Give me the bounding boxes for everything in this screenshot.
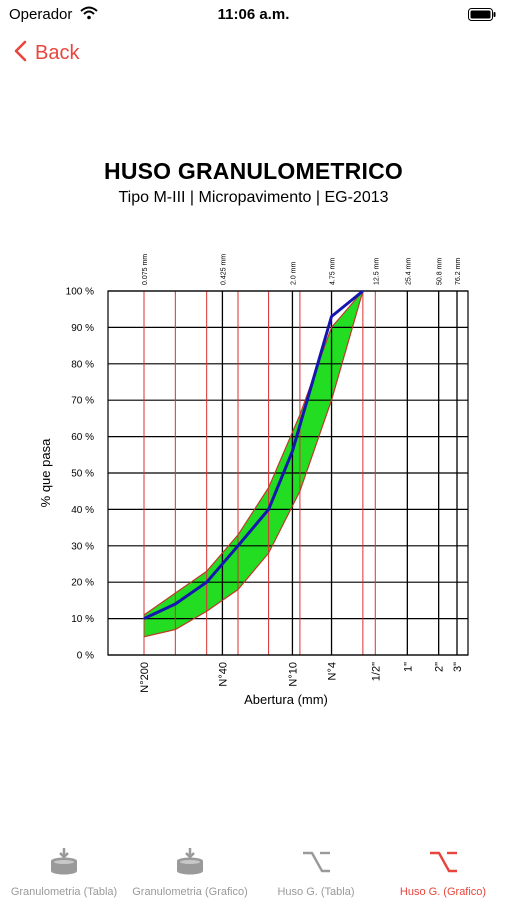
y-tick-label: 80 % [71, 359, 94, 370]
upper-limit-line [143, 290, 364, 616]
bottom-sieve-label: 1" [402, 662, 414, 672]
top-sieve-label: 0.075 mm [142, 254, 149, 285]
tab-label: Granulometria (Grafico) [132, 886, 248, 898]
gradation-chart: 0 % 10 % 20 % 30 % 40 % 50 % 60 % 70 % 80 % 90 % 1… [38, 254, 469, 707]
sieve-stack-icon [128, 846, 252, 883]
bottom-sieve-label: N°200 [139, 662, 151, 693]
top-sieve-label: 0.425 mm [220, 254, 227, 285]
y-axis-title: % que pasa [38, 438, 53, 507]
plot-frame [107, 290, 469, 656]
carrier-name: Operador [9, 6, 73, 23]
tab-granulometria-grafico[interactable]: Granulometria (Grafico) [128, 846, 252, 898]
chevron-left-icon [14, 40, 27, 67]
top-sieve-label: 50.8 mm [437, 258, 444, 285]
back-button[interactable]: Back [14, 38, 79, 68]
lower-limit-line [143, 290, 364, 638]
bottom-sieve-label: 3" [452, 662, 464, 672]
tab-label: Granulometria (Tabla) [10, 886, 118, 898]
y-tick-label: 40 % [71, 505, 94, 516]
y-tick-label: 100 % [66, 287, 94, 298]
status-bar: Operador 11:06 a.m. [0, 0, 507, 28]
top-sieve-label: 4.75 mm [330, 258, 337, 285]
top-sieve-label: 12.5 mm [373, 258, 380, 285]
gradation-curve-line [143, 289, 364, 620]
battery-icon [468, 8, 496, 26]
bottom-sieve-label: N°4 [327, 662, 339, 680]
tab-label: Huso G. (Tabla) [277, 886, 355, 898]
y-tick-label: 0 % [77, 651, 94, 662]
bottom-sieve-label: N°40 [217, 662, 229, 687]
x-axis-title: Abertura (mm) [244, 692, 328, 707]
top-sieve-label: 25.4 mm [405, 258, 412, 285]
bottom-sieve-label: 2" [434, 662, 446, 672]
sieve-stack-icon [0, 846, 128, 883]
back-button-label: Back [35, 41, 80, 64]
tab-granulometria-tabla[interactable]: Granulometria (Tabla) [0, 846, 128, 898]
curve-step-icon [258, 846, 374, 883]
bottom-sieve-label: N°10 [287, 662, 299, 687]
y-tick-label: 30 % [71, 541, 94, 552]
status-time: 11:06 a.m. [217, 6, 290, 23]
top-sieve-label: 76.2 mm [455, 258, 462, 285]
y-tick-label: 90 % [71, 323, 94, 334]
y-tick-label: 60 % [71, 432, 94, 443]
tab-huso-grafico[interactable]: Huso G. (Grafico) [380, 846, 506, 898]
y-tick-label: 50 % [71, 469, 94, 480]
wifi-icon [80, 6, 98, 25]
bottom-sieve-label: 1/2" [370, 662, 382, 681]
y-tick-label: 10 % [71, 614, 94, 625]
tab-label: Huso G. (Grafico) [399, 886, 487, 898]
top-sieve-label: 2.0 mm [290, 261, 297, 285]
page-subtitle: Tipo M-III | Micropavimento | EG-2013 [118, 189, 389, 206]
page-title: HUSO GRANULOMETRICO [104, 158, 403, 184]
gradation-band [144, 291, 363, 637]
curve-step-icon [380, 846, 506, 883]
y-tick-label: 20 % [71, 578, 94, 589]
tab-huso-tabla[interactable]: Huso G. (Tabla) [258, 846, 374, 898]
y-tick-label: 70 % [71, 396, 94, 407]
tab-bar: Granulometria (Tabla) Granulometria (Gra… [0, 838, 507, 900]
